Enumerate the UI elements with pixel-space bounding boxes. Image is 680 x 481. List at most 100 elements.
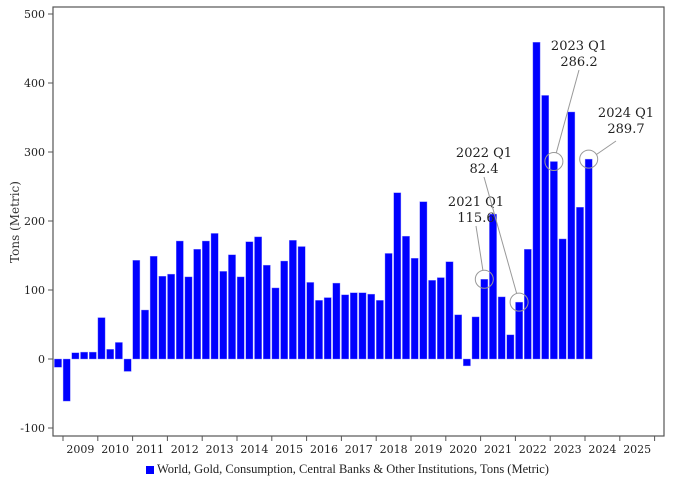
bar <box>445 261 454 360</box>
legend-swatch <box>146 465 154 474</box>
x-tick-label: 2025 <box>623 443 651 456</box>
annotation-value: 286.2 <box>560 55 597 70</box>
bar <box>193 249 202 360</box>
bar <box>141 309 149 360</box>
x-tick-label: 2023 <box>554 443 582 456</box>
bar <box>123 358 132 372</box>
bar <box>393 192 402 360</box>
y-axis: -100 0 100 200 300 400 500 <box>20 8 53 435</box>
x-tick-label: 2021 <box>484 443 512 456</box>
bar <box>358 292 367 360</box>
annotation-leader <box>483 176 518 294</box>
x-tick-label: 2012 <box>171 443 199 456</box>
bar <box>506 334 515 360</box>
bar <box>576 206 584 360</box>
bar <box>584 158 593 360</box>
x-tick-label: 2011 <box>136 443 164 456</box>
bar <box>236 276 245 360</box>
bar <box>402 235 410 360</box>
bar <box>419 201 428 360</box>
bar <box>202 240 210 360</box>
bar <box>219 271 228 360</box>
bar <box>97 317 106 360</box>
bar <box>158 276 167 360</box>
bar <box>350 292 358 360</box>
bar <box>297 246 306 360</box>
bar <box>323 297 332 360</box>
annotation-circle <box>474 269 494 289</box>
bars <box>54 42 593 402</box>
y-tick-label: 400 <box>24 77 45 90</box>
bar <box>289 240 297 360</box>
bar <box>428 280 436 360</box>
bar <box>149 255 158 360</box>
bar <box>532 42 541 360</box>
bar <box>88 351 97 360</box>
bar <box>471 316 480 360</box>
x-tick-label: 2014 <box>240 443 268 456</box>
bar <box>454 314 463 360</box>
bar <box>62 358 71 402</box>
annotation-circle <box>544 152 564 172</box>
bar <box>80 351 88 360</box>
y-axis-label: Tons (Metric) <box>8 181 22 263</box>
bar <box>437 277 445 360</box>
bar <box>106 349 114 360</box>
x-tick-label: 2010 <box>101 443 129 456</box>
bar <box>115 342 123 360</box>
annotation-label: 2024 Q1 <box>598 106 654 121</box>
annotation-label: 2022 Q1 <box>456 146 512 161</box>
x-tick-label: 2013 <box>206 443 234 456</box>
bar <box>210 233 219 360</box>
annotation-circle <box>509 292 529 312</box>
x-tick-label: 2018 <box>380 443 408 456</box>
annotation-value: 82.4 <box>470 162 499 177</box>
bar <box>384 253 393 360</box>
bar <box>550 161 558 360</box>
x-axis: 2009 2010 2011 2012 2013 2014 2015 2016 2017 2018… <box>62 436 656 456</box>
bar <box>332 282 341 360</box>
bar <box>71 352 80 360</box>
annotation-value: 115.6 <box>457 211 494 226</box>
annotation-leader <box>475 225 484 271</box>
x-tick-label: 2015 <box>275 443 303 456</box>
x-tick-label: 2024 <box>588 443 616 456</box>
bar <box>280 260 289 360</box>
bar <box>306 282 315 360</box>
bar <box>463 358 471 367</box>
y-tick-label: 0 <box>38 353 45 366</box>
bar <box>489 213 497 360</box>
bar <box>228 254 236 360</box>
bar <box>367 293 376 360</box>
bar <box>558 238 567 360</box>
bar <box>254 236 262 360</box>
x-tick-label: 2016 <box>310 443 338 456</box>
bar <box>376 300 384 360</box>
bar <box>410 258 419 360</box>
bar <box>263 264 271 360</box>
x-tick-label: 2022 <box>519 443 547 456</box>
annotation-value: 289.7 <box>607 122 644 137</box>
bar <box>480 279 489 360</box>
bar <box>245 241 254 360</box>
bar <box>315 300 323 360</box>
x-tick-label: 2020 <box>449 443 477 456</box>
y-tick-label: 100 <box>24 284 45 297</box>
bar <box>541 95 549 360</box>
bar <box>184 276 193 360</box>
legend-label: World, Gold, Consumption, Central Banks … <box>157 462 549 476</box>
bar <box>175 240 184 360</box>
legend: World, Gold, Consumption, Central Banks … <box>146 462 549 477</box>
bar <box>167 273 175 360</box>
y-tick-label: 200 <box>24 215 45 228</box>
annotation-leader <box>596 140 617 155</box>
bar <box>54 358 62 368</box>
bar <box>271 287 280 360</box>
annotation-leader <box>555 69 580 153</box>
bar <box>132 260 141 360</box>
y-tick-label: 500 <box>24 8 45 21</box>
x-tick-label: 2019 <box>414 443 442 456</box>
bar <box>341 294 349 360</box>
